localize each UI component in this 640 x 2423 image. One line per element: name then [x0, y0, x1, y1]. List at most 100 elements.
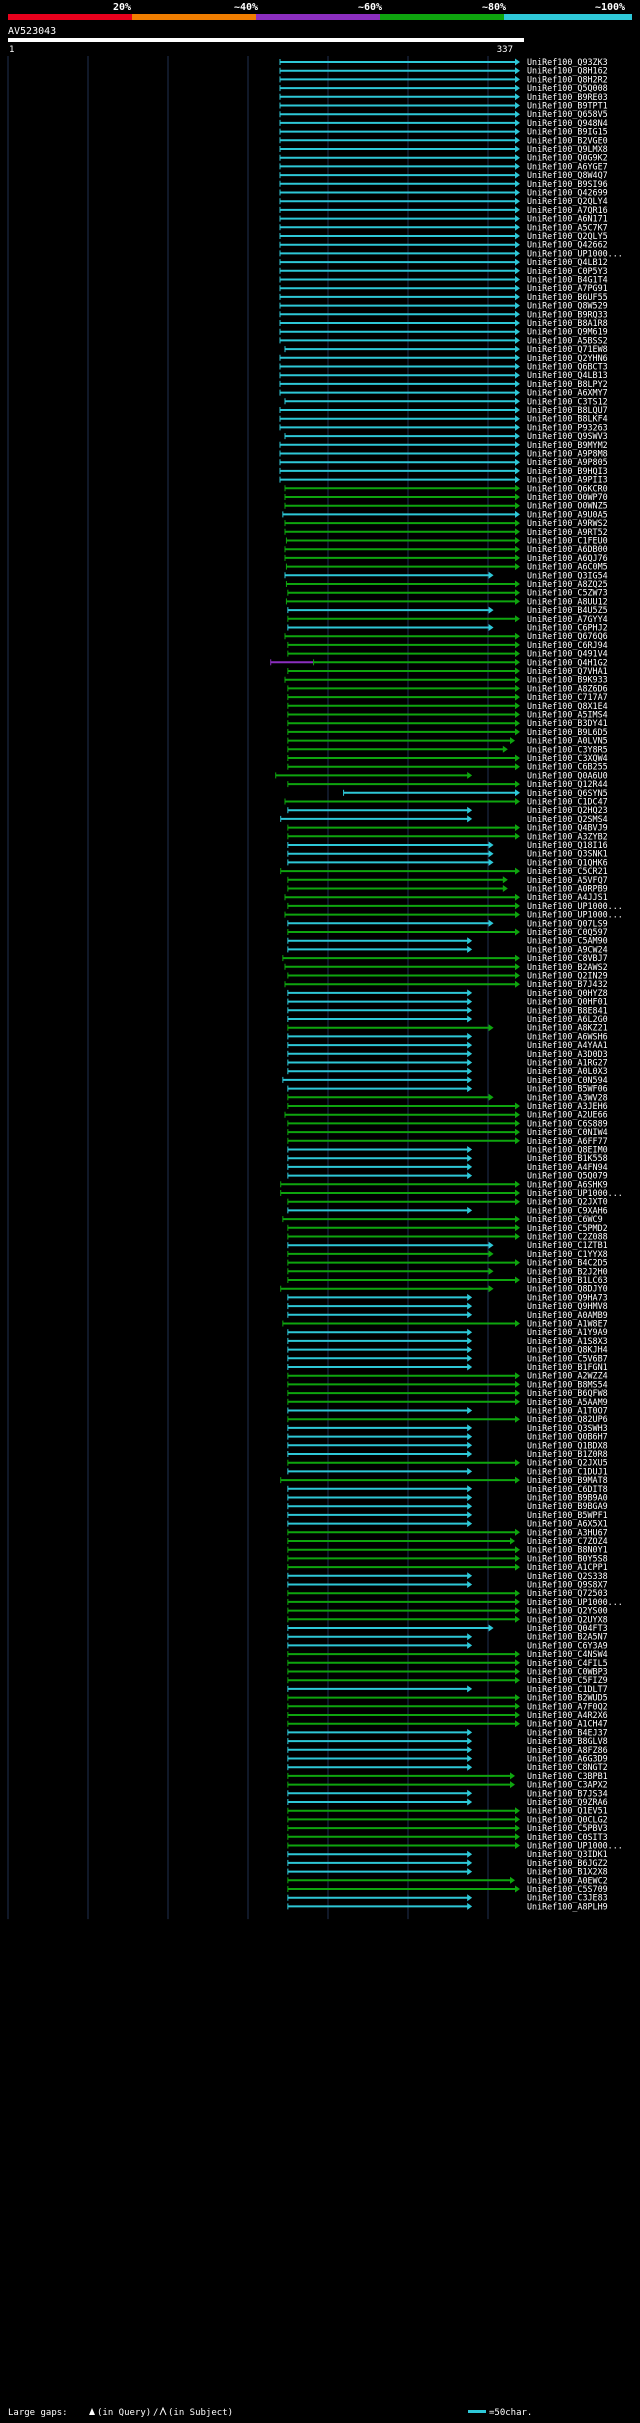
hit-id-label[interactable]: UniRef100_A1Y9A9 [527, 1327, 608, 1337]
hit-id-label[interactable]: UniRef100_B9K933 [527, 675, 608, 685]
hit-id-label[interactable]: UniRef100_UP1000... [527, 910, 623, 920]
hit-id-label[interactable]: UniRef100_C2Z088 [527, 1232, 608, 1242]
hit-id-label[interactable]: UniRef100_B9HQI3 [527, 466, 608, 476]
hit-id-label[interactable]: UniRef100_Q5Q079 [527, 1171, 608, 1181]
hit-id-label[interactable]: UniRef100_B8A1R8 [527, 318, 608, 328]
hit-id-label[interactable]: UniRef100_A4R2X6 [527, 1710, 608, 1720]
hit-id-label[interactable]: UniRef100_A0LVN5 [527, 736, 608, 746]
hit-id-label[interactable]: UniRef100_Q8KJH4 [527, 1345, 608, 1355]
hit-id-label[interactable]: UniRef100_A1T0O7 [527, 1406, 608, 1416]
hit-id-label[interactable]: UniRef100_Q2HQ23 [527, 805, 608, 815]
hit-id-label[interactable]: UniRef100_Q04FT3 [527, 1623, 608, 1633]
hit-id-label[interactable]: UniRef100_A9PII3 [527, 475, 608, 485]
hit-id-label[interactable]: UniRef100_B9RE03 [527, 92, 608, 102]
hit-id-label[interactable]: UniRef100_C1DLT7 [527, 1684, 608, 1694]
hit-id-label[interactable]: UniRef100_B8MS54 [527, 1379, 608, 1389]
hit-id-label[interactable]: UniRef100_B7JS34 [527, 1788, 608, 1798]
hit-id-label[interactable]: UniRef100_Q2JXT0 [527, 1197, 608, 1207]
hit-id-label[interactable]: UniRef100_B1K558 [527, 1153, 608, 1163]
hit-id-label[interactable]: UniRef100_B2AWS2 [527, 962, 608, 972]
hit-id-label[interactable]: UniRef100_O0WNZ5 [527, 501, 608, 511]
hit-id-label[interactable]: UniRef100_A6L2G0 [527, 1014, 608, 1024]
hit-id-label[interactable]: UniRef100_C1DC47 [527, 797, 608, 807]
hit-id-label[interactable]: UniRef100_B5WPF1 [527, 1510, 608, 1520]
hit-id-label[interactable]: UniRef100_B2VGE0 [527, 135, 608, 145]
hit-id-label[interactable]: UniRef100_C3JE83 [527, 1893, 608, 1903]
hit-id-label[interactable]: UniRef100_A6XMY7 [527, 388, 608, 398]
hit-id-label[interactable]: UniRef100_B9BGA9 [527, 1501, 608, 1511]
hit-id-label[interactable]: UniRef100_Q9LMX8 [527, 144, 608, 154]
hit-id-label[interactable]: UniRef100_A6YGE7 [527, 161, 608, 171]
hit-id-label[interactable]: UniRef100_A6C0M5 [527, 562, 608, 572]
hit-id-label[interactable]: UniRef100_B2A5N7 [527, 1632, 608, 1642]
hit-id-label[interactable]: UniRef100_B7J432 [527, 979, 608, 989]
hit-id-label[interactable]: UniRef100_A4YAA1 [527, 1040, 608, 1050]
hit-id-label[interactable]: UniRef100_Q2UYX8 [527, 1614, 608, 1624]
hit-id-label[interactable]: UniRef100_C1YYX8 [527, 1249, 608, 1259]
hit-id-label[interactable]: UniRef100_C4FIL5 [527, 1658, 608, 1668]
hit-id-label[interactable]: UniRef100_Q7VHA1 [527, 666, 608, 676]
hit-id-label[interactable]: UniRef100_Q9SWV3 [527, 431, 608, 441]
hit-id-label[interactable]: UniRef100_Q2QLY4 [527, 196, 608, 206]
hit-id-label[interactable]: UniRef100_C717A7 [527, 692, 608, 702]
hit-id-label[interactable]: UniRef100_C1DUJ1 [527, 1466, 608, 1476]
hit-id-label[interactable]: UniRef100_C0N594 [527, 1075, 608, 1085]
hit-id-label[interactable]: UniRef100_A8UU12 [527, 596, 608, 606]
hit-id-label[interactable]: UniRef100_C6DIT8 [527, 1484, 608, 1494]
hit-id-label[interactable]: UniRef100_Q8DJY0 [527, 1284, 608, 1294]
hit-id-label[interactable]: UniRef100_Q1BDX8 [527, 1440, 608, 1450]
hit-id-label[interactable]: UniRef100_B1FGN1 [527, 1362, 608, 1372]
hit-id-label[interactable]: UniRef100_A0AMB9 [527, 1310, 608, 1320]
hit-id-label[interactable]: UniRef100_C8NGT2 [527, 1762, 608, 1772]
hit-id-label[interactable]: UniRef100_Q2S338 [527, 1571, 608, 1581]
hit-id-label[interactable]: UniRef100_B1Z0R8 [527, 1449, 608, 1459]
hit-id-label[interactable]: UniRef100_Q8X1E4 [527, 701, 608, 711]
hit-id-label[interactable]: UniRef100_C9XAH6 [527, 1205, 608, 1215]
hit-id-label[interactable]: UniRef100_A5VFQ7 [527, 875, 608, 885]
hit-id-label[interactable]: UniRef100_O0WP70 [527, 492, 608, 502]
hit-id-label[interactable]: UniRef100_Q71EW8 [527, 344, 608, 354]
hit-id-label[interactable]: UniRef100_B9SI96 [527, 179, 608, 189]
hit-id-label[interactable]: UniRef100_UP1000... [527, 1188, 623, 1198]
hit-id-label[interactable]: UniRef100_C1FEU0 [527, 536, 608, 546]
hit-id-label[interactable]: UniRef100_Q82UP6 [527, 1414, 608, 1424]
hit-id-label[interactable]: UniRef100_B4G1T4 [527, 275, 608, 285]
hit-id-label[interactable]: UniRef100_B2J2H0 [527, 1266, 608, 1276]
hit-id-label[interactable]: UniRef100_C5PBV3 [527, 1823, 608, 1833]
hit-id-label[interactable]: UniRef100_B4U5Z5 [527, 605, 608, 615]
hit-id-label[interactable]: UniRef100_P93263 [527, 422, 608, 432]
hit-id-label[interactable]: UniRef100_A7GYY4 [527, 614, 608, 624]
hit-id-label[interactable]: UniRef100_C3Y8R5 [527, 744, 608, 754]
hit-id-label[interactable]: UniRef100_C5FIZ9 [527, 1675, 608, 1685]
hit-id-label[interactable]: UniRef100_B9MAT8 [527, 1475, 608, 1485]
hit-id-label[interactable]: UniRef100_Q93ZK3 [527, 57, 608, 67]
hit-id-label[interactable]: UniRef100_Q2QLY5 [527, 231, 608, 241]
hit-id-label[interactable]: UniRef100_C8VBJ7 [527, 953, 608, 963]
hit-id-label[interactable]: UniRef100_A9RWS2 [527, 518, 608, 528]
hit-id-label[interactable]: UniRef100_Q72503 [527, 1588, 608, 1598]
hit-id-label[interactable]: UniRef100_A7F0Q2 [527, 1701, 608, 1711]
hit-id-label[interactable]: UniRef100_A9U0A5 [527, 509, 608, 519]
hit-id-label[interactable]: UniRef100_B1X2X8 [527, 1867, 608, 1877]
hit-id-label[interactable]: UniRef100_B4EJ37 [527, 1727, 608, 1737]
hit-id-label[interactable]: UniRef100_C5S709 [527, 1884, 608, 1894]
hit-id-label[interactable]: UniRef100_C3BPB1 [527, 1771, 608, 1781]
hit-id-label[interactable]: UniRef100_A6X5X1 [527, 1519, 608, 1529]
hit-id-label[interactable]: UniRef100_A6N171 [527, 214, 608, 224]
hit-id-label[interactable]: UniRef100_C5V6B7 [527, 1353, 608, 1363]
hit-id-label[interactable]: UniRef100_B8N0Y1 [527, 1545, 608, 1555]
hit-id-label[interactable]: UniRef100_Q9HA73 [527, 1292, 608, 1302]
hit-id-label[interactable]: UniRef100_A9CW24 [527, 944, 608, 954]
hit-id-label[interactable]: UniRef100_A1RG27 [527, 1058, 608, 1068]
hit-id-label[interactable]: UniRef100_B6QFW8 [527, 1388, 608, 1398]
hit-id-label[interactable]: UniRef100_C1ZTB1 [527, 1240, 608, 1250]
hit-id-label[interactable]: UniRef100_Q3IG54 [527, 570, 608, 580]
hit-id-label[interactable]: UniRef100_UP1000... [527, 248, 623, 258]
hit-id-label[interactable]: UniRef100_A2WZZ4 [527, 1371, 608, 1381]
hit-id-label[interactable]: UniRef100_Q8W529 [527, 301, 608, 311]
hit-id-label[interactable]: UniRef100_A1W8E7 [527, 1319, 608, 1329]
hit-id-label[interactable]: UniRef100_A3WV28 [527, 1092, 608, 1102]
hit-id-label[interactable]: UniRef100_B1LC63 [527, 1275, 608, 1285]
hit-id-label[interactable]: UniRef100_A8ZQ25 [527, 579, 608, 589]
hit-id-label[interactable]: UniRef100_Q4BVJ9 [527, 823, 608, 833]
